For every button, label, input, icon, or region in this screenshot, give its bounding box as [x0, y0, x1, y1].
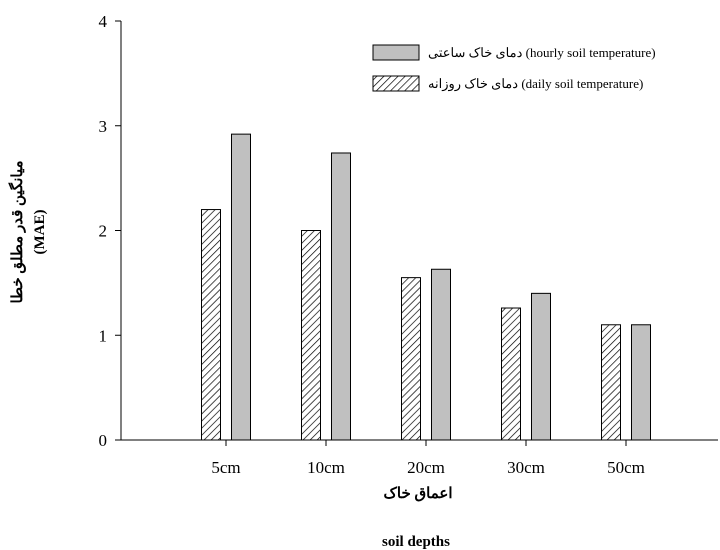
bar-hourly-20cm — [431, 268, 451, 441]
x-tick-label: 30cm — [507, 458, 545, 477]
bar-hourly-50cm — [631, 324, 651, 441]
y-axis-title-mae: (MAE) — [32, 210, 48, 255]
y-tick-label: 3 — [99, 117, 108, 136]
bar-daily-30cm — [501, 307, 521, 441]
bar-daily-20cm — [401, 277, 421, 441]
x-axis-title-english: soil depths — [382, 534, 450, 550]
x-tick-label: 20cm — [407, 458, 445, 477]
bar-hourly-30cm — [531, 292, 551, 441]
y-tick-label: 2 — [99, 222, 108, 241]
x-tick-label: 10cm — [307, 458, 345, 477]
bar-daily-50cm — [601, 324, 621, 441]
y-axis-title-persian: میانگین قدر مطلق خطا — [8, 160, 26, 303]
y-tick-label: 0 — [99, 431, 108, 450]
legend-swatch-daily — [372, 75, 420, 92]
x-tick-label: 5cm — [211, 458, 240, 477]
bar-hourly-10cm — [331, 152, 351, 441]
legend-swatch-hourly — [372, 44, 420, 61]
bar-hourly-5cm — [231, 133, 251, 441]
y-tick-label: 1 — [99, 326, 108, 345]
bar-daily-5cm — [201, 209, 221, 441]
bar-daily-10cm — [301, 230, 321, 441]
x-tick-label: 50cm — [607, 458, 645, 477]
x-axis-title-persian: اعماق خاک — [383, 486, 452, 502]
y-axis-ticks: 0 1 2 3 4 — [99, 12, 121, 450]
legend: دمای خاک ساعتی (hourly soil temperature)… — [372, 44, 656, 92]
legend-label-daily: دمای خاک روزانه (daily soil temperature) — [428, 76, 643, 92]
plot-area — [201, 133, 651, 441]
legend-label-hourly: دمای خاک ساعتی (hourly soil temperature) — [428, 45, 656, 60]
y-tick-label: 4 — [99, 12, 108, 31]
x-axis-ticks: 5cm 10cm 20cm 30cm 50cm — [211, 440, 645, 477]
